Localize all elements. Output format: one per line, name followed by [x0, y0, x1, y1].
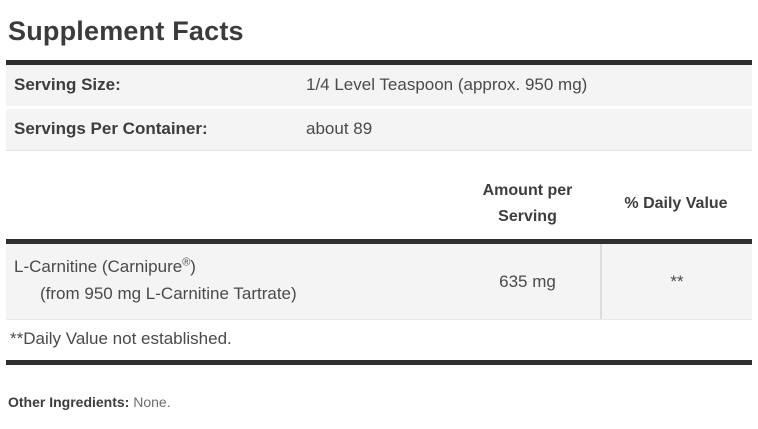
other-ingredients-label: Other Ingredients: — [8, 394, 130, 410]
other-ingredients: Other Ingredients: None. — [8, 394, 752, 410]
servings-per-container-label: Servings Per Container: — [14, 119, 208, 138]
nutrient-name-text: L-Carnitine (Carnipure — [14, 257, 183, 276]
other-ingredients-value: None. — [133, 394, 171, 410]
serving-size-label: Serving Size: — [14, 75, 121, 94]
column-header-daily-value: % Daily Value — [624, 195, 728, 212]
column-header-amount-per-serving: Amount per Serving — [455, 178, 600, 230]
amount-header-line2: Serving — [498, 208, 557, 225]
serving-size-row: Serving Size: 1/4 Level Teaspoon (approx… — [6, 65, 752, 106]
nutrient-name-cell: L-Carnitine (Carnipure®) (from 950 mg L-… — [6, 244, 455, 319]
daily-value-footnote: **Daily Value not established. — [6, 319, 752, 365]
nutrient-name-line1: L-Carnitine (Carnipure®) — [14, 257, 455, 277]
table-row: L-Carnitine (Carnipure®) (from 950 mg L-… — [6, 244, 752, 319]
serving-size-value: 1/4 Level Teaspoon (approx. 950 mg) — [306, 75, 588, 94]
nutrient-name-close: ) — [190, 257, 196, 276]
serving-info-table: Serving Size: 1/4 Level Teaspoon (approx… — [6, 60, 752, 151]
amount-header-line1: Amount per — [482, 182, 573, 199]
page-title: Supplement Facts — [8, 16, 244, 46]
nutrient-daily-value-cell: ** — [600, 244, 752, 319]
nutrient-column-headers: Amount per Serving % Daily Value — [6, 178, 752, 239]
servings-per-container-row: Servings Per Container: about 89 — [6, 106, 752, 150]
registered-trademark-symbol: ® — [182, 256, 191, 269]
nutrient-name-line2: (from 950 mg L-Carnitine Tartrate) — [40, 284, 297, 303]
nutrient-table: L-Carnitine (Carnipure®) (from 950 mg L-… — [6, 239, 752, 365]
nutrient-amount-cell: 635 mg — [499, 271, 556, 291]
servings-per-container-value: about 89 — [306, 119, 373, 138]
